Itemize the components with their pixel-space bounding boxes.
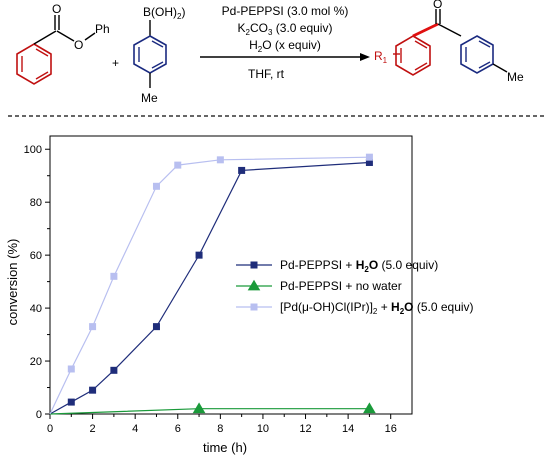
product-ketone: R1 O Me	[374, 0, 524, 84]
data-point-s1	[238, 166, 246, 174]
legend-marker-s3	[250, 303, 258, 311]
legend-marker-s2	[247, 279, 261, 291]
product-oxygen-label: O	[433, 0, 442, 11]
condition-base: K2CO3 (3.0 equiv)	[238, 21, 333, 37]
carbonyl-oxygen-label: O	[52, 2, 61, 16]
condition-solvent: THF, rt	[248, 67, 285, 81]
data-point-s2	[363, 402, 376, 414]
reactant-tolylboronic-acid: B(OH)2) Me	[133, 5, 185, 105]
y-tick-label: 0	[36, 409, 42, 421]
phenyl-label: Ph	[95, 22, 110, 36]
x-tick-label: 14	[342, 423, 354, 435]
x-tick-label: 2	[90, 423, 96, 435]
legend-item-s3: [Pd(μ-OH)Cl(IPr)]2 + H2O (5.0 equiv)	[236, 300, 474, 316]
reaction-scheme: O O Ph + B(OH)2) Me Pd-PEPPSI (3.0 mol %…	[8, 0, 546, 117]
data-point-s1	[365, 158, 373, 166]
data-point-s1	[110, 366, 118, 374]
series-s2	[49, 402, 376, 415]
x-tick-label: 16	[385, 423, 397, 435]
legend-label-s3: [Pd(μ-OH)Cl(IPr)]2 + H2O (5.0 equiv)	[280, 300, 474, 316]
x-tick-label: 12	[299, 423, 311, 435]
reactant-phenyl-benzoate: O O Ph	[16, 2, 110, 85]
series-layer	[49, 153, 376, 415]
new-bond-red	[412, 22, 439, 38]
series-line-s3	[49, 156, 370, 415]
data-point-s3	[216, 156, 224, 164]
legend-label-s1: Pd-PEPPSI + H2O (5.0 equiv)	[280, 258, 438, 274]
x-tick-label: 10	[257, 423, 269, 435]
ester-oxygen-label: O	[74, 38, 83, 52]
product-methyl-label: Me	[507, 70, 524, 84]
product-ring-red	[395, 35, 431, 76]
legend: Pd-PEPPSI + H2O (5.0 equiv) Pd-PEPPSI + n…	[236, 258, 474, 316]
plot-border	[49, 135, 413, 415]
y-axis-label: conversion (%)	[5, 239, 20, 326]
legend-label-s2: Pd-PEPPSI + no water	[280, 279, 402, 293]
series-line-s2	[49, 408, 370, 415]
data-point-s1	[89, 386, 97, 394]
data-point-s3	[365, 153, 373, 161]
methyl-label: Me	[141, 91, 158, 105]
data-point-s3	[174, 161, 182, 169]
legend-marker-s1	[250, 261, 258, 269]
data-point-s1	[152, 323, 160, 331]
boronic-acid-label: B(OH)2)	[143, 5, 185, 21]
product-ring-blue	[460, 35, 494, 74]
reaction-arrowhead	[360, 53, 370, 61]
y-tick-label: 20	[30, 356, 42, 368]
reaction-conditions: Pd-PEPPSI (3.0 mol %) K2CO3 (3.0 equiv) …	[200, 4, 370, 81]
benzene-ring-red	[16, 43, 52, 85]
plus-sign: +	[112, 56, 119, 70]
data-point-s3	[152, 182, 160, 190]
r1-label: R1	[374, 49, 388, 65]
legend-item-s1: Pd-PEPPSI + H2O (5.0 equiv)	[236, 258, 438, 274]
x-tick-label: 6	[175, 423, 181, 435]
y-tick-label: 40	[30, 303, 42, 315]
data-point-s1	[67, 398, 75, 406]
y-tick-label: 60	[30, 250, 42, 262]
series-s3	[49, 153, 373, 415]
data-point-s3	[89, 323, 97, 331]
series-line-s1	[49, 161, 370, 415]
series-s1	[49, 158, 373, 415]
x-tick-label: 8	[217, 423, 223, 435]
legend-item-s2: Pd-PEPPSI + no water	[236, 279, 402, 293]
x-axis-label: time (h)	[203, 440, 247, 455]
data-point-s3	[67, 365, 75, 373]
condition-catalyst: Pd-PEPPSI (3.0 mol %)	[222, 4, 349, 18]
y-tick-label: 80	[30, 197, 42, 209]
data-point-s1	[195, 251, 203, 259]
plot-frame: 0 2 4 6 8 10 12 14 16 0 20 40 60 80 100	[24, 135, 413, 435]
data-point-s3	[110, 272, 118, 280]
condition-water: H2O (x equiv)	[249, 38, 321, 54]
data-point-s2	[192, 402, 206, 414]
x-tick-label: 4	[132, 423, 138, 435]
y-tick-label: 100	[24, 144, 42, 156]
x-tick-label: 0	[47, 423, 53, 435]
